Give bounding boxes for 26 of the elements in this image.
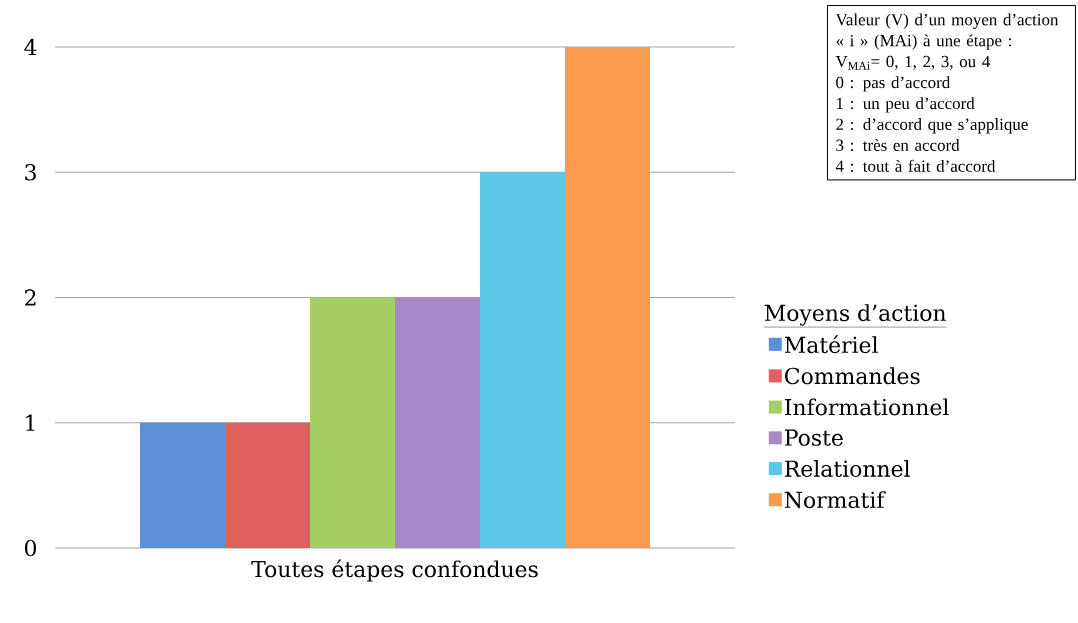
text: Valeur (V) d’un moyen d’action « i » (MAi) à une étape : [835,13,1059,50]
y-tick-label: 0 [24,539,37,557]
legend-label: Commandes [785,367,920,385]
bar [395,297,481,548]
legend-label: Relationnel [785,460,910,478]
legend-label: Normatif [784,491,886,509]
y-tick-label: 1 [26,414,35,431]
x-tick-label: Toutes étapes confondues [251,559,538,582]
y-tick-label: 4 [24,38,37,56]
text: 0 : pas d’accord [836,76,951,92]
legend-label: Matériel [784,335,878,354]
text: 1 : un peu d’accord [836,97,975,113]
legend-label: Informationnel [785,398,949,416]
text: 3 : très en accord [836,138,960,151]
bar [480,172,566,548]
bar [565,46,651,548]
legend-label: Poste [785,429,843,446]
bar [140,422,226,548]
text: V$_{MAi}$= 0, 1, 2, 3, ou 4 [835,55,990,70]
text: 2 : d’accord que s’applique [836,118,1028,134]
legend-title: Moyens d’action [764,304,946,326]
text: 4 : tout à fait d’accord [835,159,996,172]
y-tick-label: 3 [25,163,36,181]
bar [225,422,311,548]
bar [310,297,396,548]
y-tick-label: 2 [25,289,36,306]
